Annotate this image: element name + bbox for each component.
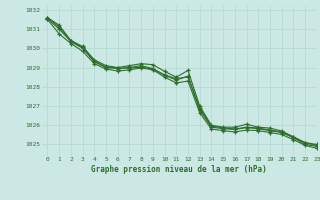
X-axis label: Graphe pression niveau de la mer (hPa): Graphe pression niveau de la mer (hPa) xyxy=(91,165,267,174)
